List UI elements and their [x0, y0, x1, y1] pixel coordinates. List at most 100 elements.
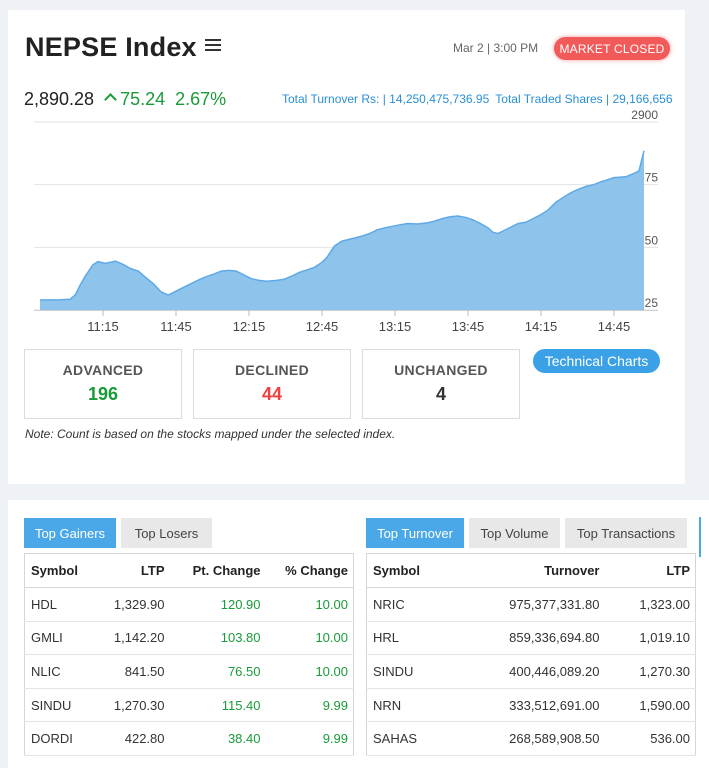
advanced-box: ADVANCED 196	[24, 349, 182, 419]
x-tick-label: 11:45	[160, 319, 192, 334]
index-change-value: 75.24	[120, 89, 166, 109]
cell-ltp: 841.50	[92, 654, 165, 689]
advanced-label: ADVANCED	[62, 362, 144, 378]
col-turnover: Turnover	[446, 553, 600, 588]
x-tick-label: 14:45	[598, 319, 631, 334]
cell-ltp: 1,270.30	[599, 654, 696, 689]
cell-pt-change: 115.40	[164, 688, 261, 723]
x-tick-label: 11:15	[87, 319, 119, 334]
cell-symbol: DORDI	[24, 721, 93, 756]
table-row[interactable]: DORDI 422.80 38.40 9.99	[24, 721, 354, 756]
table-row[interactable]: SINDU 1,270.30 115.40 9.99	[24, 688, 354, 723]
tab-top-turnover[interactable]: Top Turnover	[366, 518, 464, 548]
index-percent: 2.67%	[175, 89, 227, 109]
cell-pct-change: 10.00	[260, 654, 354, 689]
y-tick-label: 2900	[631, 110, 658, 122]
cell-ltp: 536.00	[599, 721, 696, 756]
tab-top-losers[interactable]: Top Losers	[121, 518, 212, 548]
total-turnover: Total Turnover Rs: | 14,250,475,736.95	[282, 92, 490, 106]
cell-symbol: NRN	[366, 688, 447, 723]
technical-charts-button[interactable]: Technical Charts	[533, 349, 660, 373]
x-tick-label: 13:45	[452, 319, 485, 334]
note-text: Note: Count is based on the stocks mappe…	[25, 427, 396, 441]
cell-turnover: 400,446,089.20	[446, 654, 600, 689]
table-row[interactable]: GMLI 1,142.20 103.80 10.00	[24, 621, 354, 656]
table-row[interactable]: SINDU 400,446,089.20 1,270.30	[366, 654, 696, 689]
x-tick-label: 12:45	[306, 319, 339, 334]
cell-pt-change: 38.40	[164, 721, 261, 756]
series-area	[40, 150, 644, 310]
cell-pct-change: 9.99	[260, 688, 354, 723]
top-turnover-table: Symbol Turnover LTP NRIC 975,377,331.80 1,…	[366, 553, 696, 756]
index-change: 75.24	[104, 89, 166, 110]
scroll-edge-indicator	[699, 517, 701, 557]
cell-symbol: HRL	[366, 621, 447, 656]
market-tables-card: Top Gainers Top Losers Top Turnover Top …	[8, 500, 709, 768]
turnover-summary: Total Turnover Rs: | 14,250,475,736.95 To…	[282, 92, 679, 106]
index-title: NEPSE Index	[25, 32, 197, 62]
cell-symbol: GMLI	[24, 621, 93, 656]
cell-pct-change: 10.00	[260, 587, 354, 622]
col-pct-change: % Change	[260, 553, 354, 588]
tab-top-transactions[interactable]: Top Transactions	[565, 518, 687, 548]
declined-box: DECLINED 44	[193, 349, 351, 419]
tab-top-volume[interactable]: Top Volume	[469, 518, 560, 548]
col-ltp: LTP	[92, 553, 165, 588]
table-row[interactable]: NRN 333,512,691.00 1,590.00	[366, 688, 696, 723]
cell-ltp: 422.80	[92, 721, 165, 756]
tab-top-gainers[interactable]: Top Gainers	[24, 518, 116, 548]
cell-ltp: 1,590.00	[599, 688, 696, 723]
gainers-tabs: Top Gainers Top Losers	[24, 518, 217, 548]
page-title: NEPSE Index	[25, 32, 221, 63]
cell-symbol: HDL	[24, 587, 93, 622]
total-traded-shares: Total Traded Shares | 29,166,656	[495, 92, 673, 106]
cell-pct-change: 9.99	[260, 721, 354, 756]
declined-label: DECLINED	[235, 362, 309, 378]
market-date: Mar 2 | 3:00 PM	[453, 41, 539, 55]
unchanged-box: UNCHANGED 4	[362, 349, 520, 419]
index-card: NEPSE Index Mar 2 | 3:00 PM MARKET CLOSE…	[8, 10, 685, 484]
x-tick-label: 14:15	[525, 319, 558, 334]
col-ltp: LTP	[599, 553, 696, 588]
cell-turnover: 268,589,908.50	[446, 721, 600, 756]
cell-turnover: 975,377,331.80	[446, 587, 600, 622]
top-gainers-table: Symbol LTP Pt. Change % Change HDL 1,329.…	[24, 553, 354, 756]
unchanged-label: UNCHANGED	[394, 362, 488, 378]
advanced-value: 196	[87, 384, 119, 404]
cell-pt-change: 120.90	[164, 587, 261, 622]
declined-value: 44	[261, 384, 283, 404]
cell-symbol: SAHAS	[366, 721, 447, 756]
cell-pct-change: 10.00	[260, 621, 354, 656]
cell-symbol: SINDU	[24, 688, 93, 723]
cell-symbol: NRIC	[366, 587, 447, 622]
cell-ltp: 1,142.20	[92, 621, 165, 656]
market-status-badge: MARKET CLOSED	[554, 37, 670, 60]
cell-symbol: NLIC	[24, 654, 93, 689]
table-row[interactable]: HDL 1,329.90 120.90 10.00	[24, 587, 354, 622]
cell-pt-change: 76.50	[164, 654, 261, 689]
cell-turnover: 859,336,694.80	[446, 621, 600, 656]
x-tick-label: 13:15	[379, 319, 412, 334]
table-row[interactable]: NLIC 841.50 76.50 10.00	[24, 654, 354, 689]
table-row[interactable]: HRL 859,336,694.80 1,019.10	[366, 621, 696, 656]
x-tick-label: 12:15	[233, 319, 266, 334]
cell-ltp: 1,323.00	[599, 587, 696, 622]
index-summary: 2,890.28 75.24 2.67%	[24, 89, 226, 110]
cell-ltp: 1,329.90	[92, 587, 165, 622]
series-line	[39, 150, 645, 301]
menu-icon[interactable]	[204, 38, 221, 53]
table-header-row: Symbol Turnover LTP	[366, 553, 696, 588]
table-header-row: Symbol LTP Pt. Change % Change	[24, 553, 354, 588]
table-row[interactable]: SAHAS 268,589,908.50 536.00	[366, 721, 696, 756]
cell-pt-change: 103.80	[164, 621, 261, 656]
col-symbol: Symbol	[366, 553, 447, 588]
cell-ltp: 1,019.10	[599, 621, 696, 656]
unchanged-value: 4	[435, 384, 446, 404]
index-value: 2,890.28	[24, 89, 95, 109]
cell-ltp: 1,270.30	[92, 688, 165, 723]
turnover-tabs: Top Turnover Top Volume Top Transactions	[366, 518, 692, 548]
arrow-up-icon	[104, 93, 117, 106]
cell-symbol: SINDU	[366, 654, 447, 689]
col-symbol: Symbol	[24, 553, 93, 588]
table-row[interactable]: NRIC 975,377,331.80 1,323.00	[366, 587, 696, 622]
